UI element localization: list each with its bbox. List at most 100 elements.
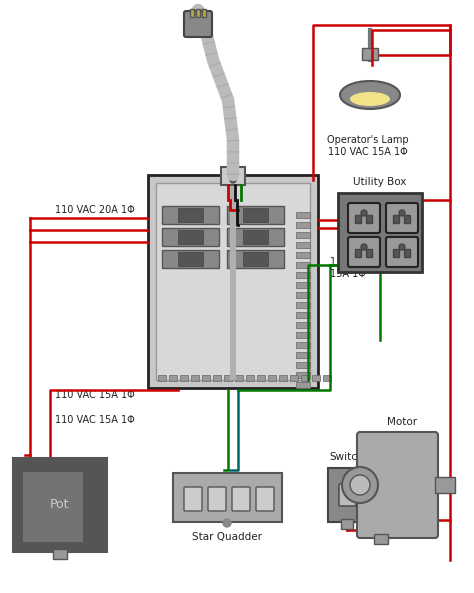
- FancyBboxPatch shape: [169, 375, 177, 381]
- Circle shape: [342, 467, 378, 503]
- FancyBboxPatch shape: [296, 222, 310, 228]
- Bar: [190, 9, 194, 17]
- FancyBboxPatch shape: [191, 375, 199, 381]
- Bar: [435, 477, 455, 493]
- FancyBboxPatch shape: [296, 212, 310, 218]
- FancyBboxPatch shape: [393, 249, 399, 257]
- FancyBboxPatch shape: [312, 375, 320, 381]
- FancyBboxPatch shape: [296, 272, 310, 278]
- FancyBboxPatch shape: [221, 167, 245, 185]
- FancyBboxPatch shape: [296, 362, 310, 368]
- FancyBboxPatch shape: [243, 230, 268, 244]
- Circle shape: [361, 210, 367, 216]
- FancyBboxPatch shape: [341, 519, 353, 529]
- FancyBboxPatch shape: [227, 250, 284, 268]
- FancyBboxPatch shape: [162, 228, 219, 246]
- FancyBboxPatch shape: [235, 375, 243, 381]
- Bar: [196, 9, 200, 17]
- FancyBboxPatch shape: [23, 472, 83, 542]
- FancyBboxPatch shape: [339, 484, 356, 506]
- FancyBboxPatch shape: [53, 549, 67, 559]
- FancyBboxPatch shape: [246, 375, 254, 381]
- FancyBboxPatch shape: [178, 208, 203, 222]
- FancyBboxPatch shape: [180, 375, 188, 381]
- Circle shape: [361, 244, 367, 250]
- FancyBboxPatch shape: [348, 203, 380, 233]
- FancyBboxPatch shape: [355, 249, 361, 257]
- FancyBboxPatch shape: [184, 11, 212, 37]
- FancyBboxPatch shape: [296, 252, 310, 258]
- Circle shape: [399, 244, 405, 250]
- Text: Operator's Lamp
110 VAC 15A 1Φ: Operator's Lamp 110 VAC 15A 1Φ: [327, 135, 409, 157]
- FancyBboxPatch shape: [296, 232, 310, 238]
- FancyBboxPatch shape: [296, 242, 310, 248]
- FancyBboxPatch shape: [386, 203, 418, 233]
- FancyBboxPatch shape: [404, 249, 410, 257]
- Circle shape: [223, 519, 231, 527]
- Bar: [202, 9, 206, 17]
- FancyBboxPatch shape: [13, 458, 107, 552]
- Circle shape: [399, 210, 405, 216]
- FancyBboxPatch shape: [338, 193, 422, 272]
- FancyBboxPatch shape: [296, 282, 310, 288]
- FancyBboxPatch shape: [227, 228, 284, 246]
- Text: 110 VAC 15A 1Φ: 110 VAC 15A 1Φ: [55, 390, 135, 400]
- Bar: [230, 183, 236, 380]
- FancyBboxPatch shape: [296, 342, 310, 348]
- FancyBboxPatch shape: [355, 215, 361, 223]
- FancyBboxPatch shape: [208, 487, 226, 511]
- FancyBboxPatch shape: [224, 375, 232, 381]
- FancyBboxPatch shape: [202, 375, 210, 381]
- FancyBboxPatch shape: [296, 312, 310, 318]
- FancyBboxPatch shape: [243, 208, 268, 222]
- FancyBboxPatch shape: [268, 375, 276, 381]
- FancyBboxPatch shape: [374, 534, 388, 544]
- FancyBboxPatch shape: [362, 48, 378, 60]
- Circle shape: [350, 475, 370, 495]
- FancyBboxPatch shape: [158, 375, 166, 381]
- FancyBboxPatch shape: [296, 292, 310, 298]
- FancyBboxPatch shape: [296, 262, 310, 268]
- FancyBboxPatch shape: [156, 183, 310, 380]
- FancyBboxPatch shape: [296, 332, 310, 338]
- FancyBboxPatch shape: [243, 252, 268, 266]
- FancyBboxPatch shape: [296, 372, 310, 378]
- FancyBboxPatch shape: [227, 206, 284, 224]
- FancyBboxPatch shape: [296, 302, 310, 308]
- Circle shape: [230, 177, 236, 183]
- Text: 110 VAC
15A 1Φ: 110 VAC 15A 1Φ: [330, 257, 371, 279]
- FancyBboxPatch shape: [404, 215, 410, 223]
- FancyBboxPatch shape: [357, 432, 438, 538]
- Text: Motor: Motor: [387, 417, 417, 427]
- FancyBboxPatch shape: [348, 237, 380, 267]
- Text: 110 VAC 15A 1Φ: 110 VAC 15A 1Φ: [55, 415, 135, 425]
- FancyBboxPatch shape: [232, 487, 250, 511]
- Ellipse shape: [340, 81, 400, 109]
- Text: Utility Box: Utility Box: [353, 177, 407, 187]
- FancyBboxPatch shape: [257, 375, 265, 381]
- FancyBboxPatch shape: [279, 375, 287, 381]
- Text: Switch: Switch: [330, 452, 365, 462]
- FancyBboxPatch shape: [148, 175, 318, 388]
- FancyBboxPatch shape: [366, 249, 372, 257]
- FancyBboxPatch shape: [328, 468, 367, 522]
- FancyBboxPatch shape: [323, 375, 331, 381]
- Text: Pot: Pot: [50, 499, 70, 512]
- FancyBboxPatch shape: [290, 375, 298, 381]
- FancyBboxPatch shape: [178, 230, 203, 244]
- Text: Star Quadder: Star Quadder: [192, 532, 262, 542]
- FancyBboxPatch shape: [296, 352, 310, 358]
- Text: 110 VAC 20A 1Φ: 110 VAC 20A 1Φ: [55, 205, 135, 215]
- FancyBboxPatch shape: [386, 237, 418, 267]
- FancyBboxPatch shape: [296, 322, 310, 328]
- FancyBboxPatch shape: [366, 215, 372, 223]
- FancyBboxPatch shape: [184, 487, 202, 511]
- FancyBboxPatch shape: [301, 375, 309, 381]
- FancyBboxPatch shape: [296, 382, 310, 388]
- FancyBboxPatch shape: [162, 206, 219, 224]
- FancyBboxPatch shape: [173, 473, 282, 522]
- FancyBboxPatch shape: [162, 250, 219, 268]
- FancyBboxPatch shape: [393, 215, 399, 223]
- FancyBboxPatch shape: [256, 487, 274, 511]
- FancyBboxPatch shape: [213, 375, 221, 381]
